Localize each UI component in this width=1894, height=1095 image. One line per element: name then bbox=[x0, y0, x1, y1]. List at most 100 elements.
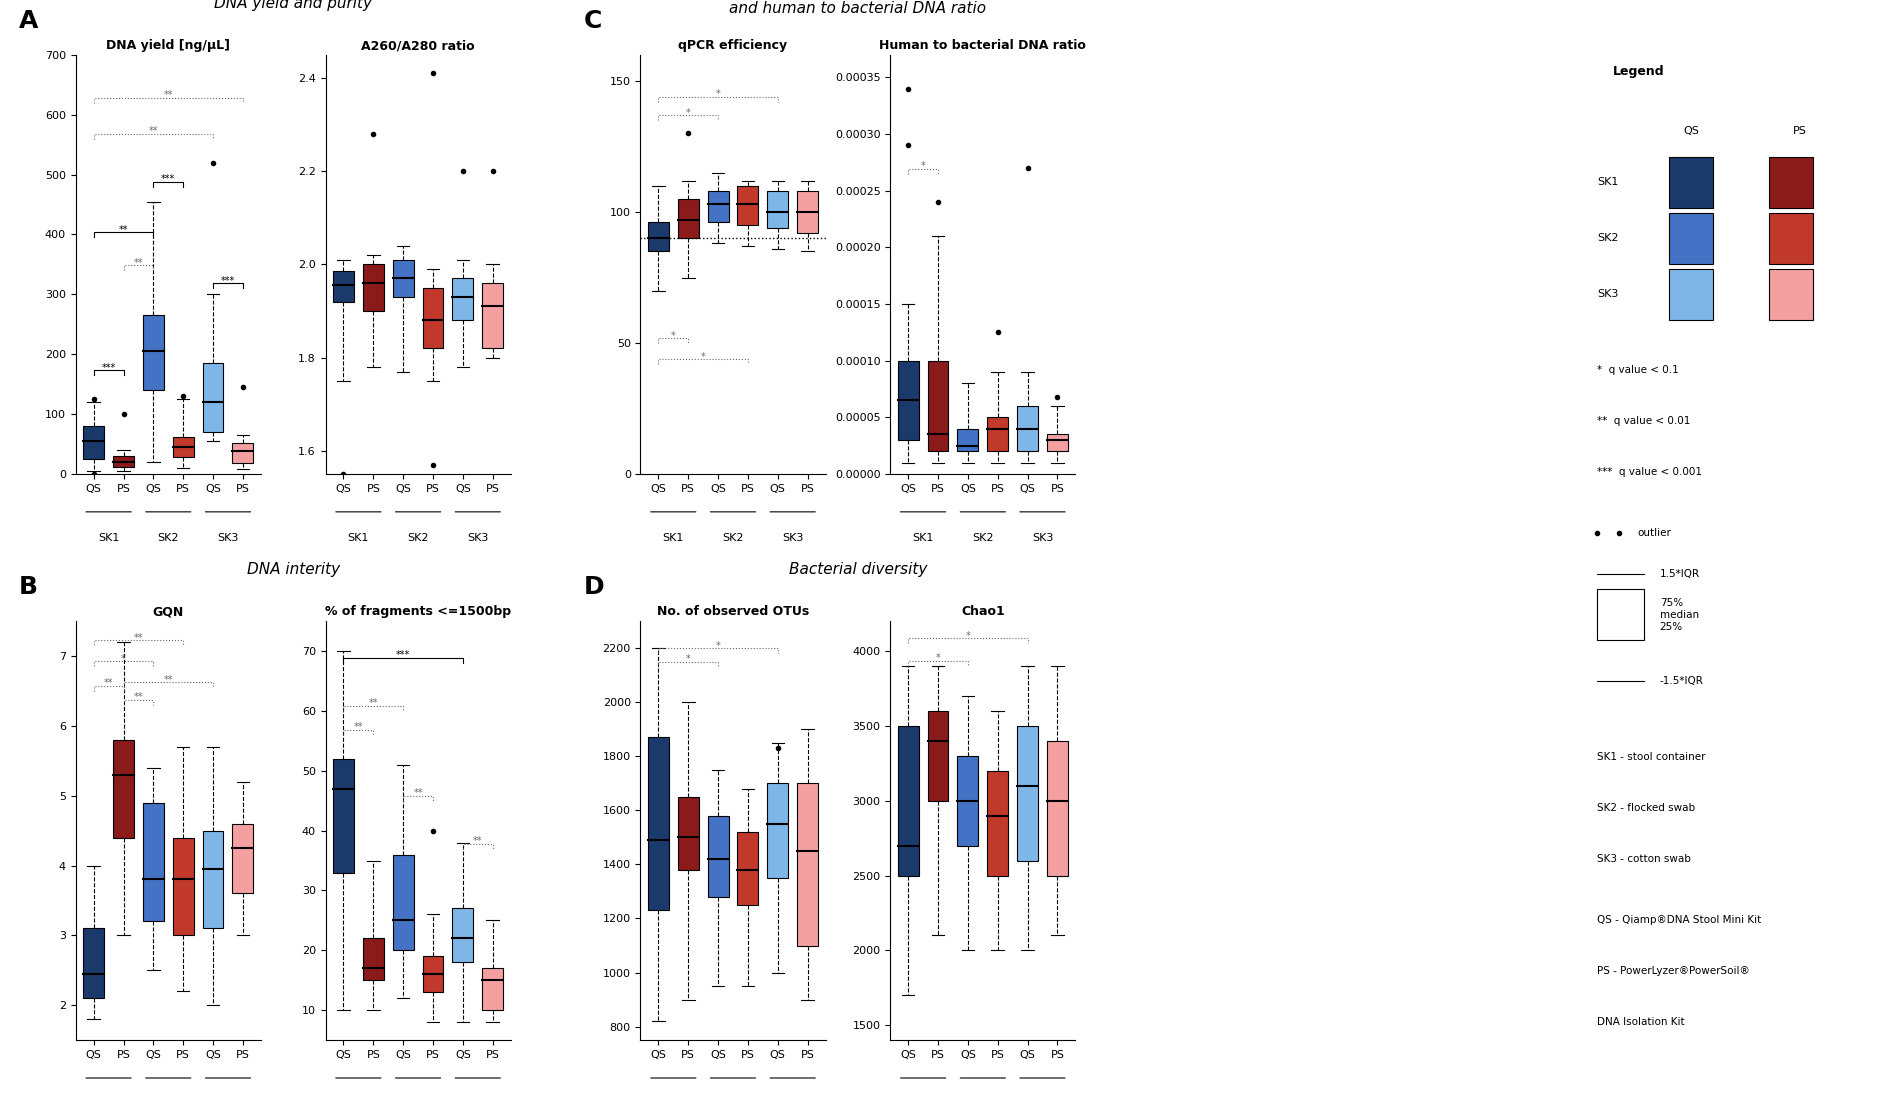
Bar bbox=[114, 457, 134, 466]
Text: D: D bbox=[583, 575, 604, 599]
Bar bbox=[708, 191, 729, 222]
Text: SK3: SK3 bbox=[1597, 289, 1619, 299]
Text: QS: QS bbox=[1684, 126, 1699, 136]
Bar bbox=[928, 360, 949, 451]
Text: *: * bbox=[716, 90, 720, 100]
Text: **: ** bbox=[134, 258, 144, 268]
Bar bbox=[364, 938, 384, 980]
Text: *: * bbox=[701, 351, 706, 361]
Text: *: * bbox=[716, 641, 720, 650]
Text: **: ** bbox=[134, 633, 144, 643]
Text: SK2: SK2 bbox=[1597, 233, 1619, 243]
Text: DNA interity: DNA interity bbox=[246, 562, 339, 577]
Text: **: ** bbox=[134, 692, 144, 702]
Text: **: ** bbox=[354, 723, 364, 733]
Bar bbox=[737, 832, 758, 904]
Text: ***: *** bbox=[102, 362, 116, 372]
Text: **  q value < 0.01: ** q value < 0.01 bbox=[1597, 416, 1691, 426]
Text: SK1: SK1 bbox=[98, 533, 119, 543]
Bar bbox=[898, 726, 919, 876]
Text: SK1: SK1 bbox=[1597, 177, 1619, 187]
Text: median: median bbox=[1659, 610, 1699, 620]
Title: No. of observed OTUs: No. of observed OTUs bbox=[657, 606, 809, 619]
Text: SK3: SK3 bbox=[218, 533, 239, 543]
Bar bbox=[142, 803, 163, 921]
Text: SK2: SK2 bbox=[972, 533, 994, 543]
Bar bbox=[987, 771, 1008, 876]
Text: **: ** bbox=[413, 788, 422, 798]
Bar bbox=[483, 968, 504, 1011]
Bar bbox=[737, 186, 758, 226]
Bar bbox=[1017, 726, 1038, 861]
Text: SK3: SK3 bbox=[468, 533, 489, 543]
Text: A: A bbox=[19, 9, 38, 33]
Text: B: B bbox=[19, 575, 38, 599]
Bar bbox=[767, 191, 788, 228]
Bar bbox=[483, 284, 504, 348]
Bar bbox=[453, 909, 474, 963]
Text: *: * bbox=[686, 655, 691, 665]
Text: *: * bbox=[966, 631, 970, 641]
Text: *: * bbox=[121, 654, 125, 664]
Text: 75%: 75% bbox=[1659, 598, 1682, 608]
Bar bbox=[648, 222, 669, 252]
Text: *  q value < 0.1: * q value < 0.1 bbox=[1597, 366, 1678, 376]
Text: SK3: SK3 bbox=[1032, 533, 1053, 543]
Text: PS - PowerLyzer®PowerSoil®: PS - PowerLyzer®PowerSoil® bbox=[1597, 966, 1750, 976]
Text: SK3 - cotton swab: SK3 - cotton swab bbox=[1597, 854, 1691, 864]
Bar bbox=[648, 737, 669, 910]
Text: **: ** bbox=[119, 224, 129, 235]
Title: qPCR efficiency: qPCR efficiency bbox=[678, 39, 788, 53]
Bar bbox=[1047, 435, 1068, 451]
Bar bbox=[422, 288, 443, 348]
Text: PS: PS bbox=[1794, 126, 1807, 136]
Bar bbox=[1047, 740, 1068, 876]
Text: *: * bbox=[920, 161, 926, 171]
Bar bbox=[203, 364, 223, 433]
Text: **: ** bbox=[148, 126, 157, 136]
Text: *: * bbox=[936, 654, 941, 664]
Text: SK2 - flocked swab: SK2 - flocked swab bbox=[1597, 804, 1695, 814]
Text: **: ** bbox=[369, 699, 379, 708]
Text: SK1: SK1 bbox=[913, 533, 934, 543]
Text: DNA Isolation Kit: DNA Isolation Kit bbox=[1597, 1017, 1686, 1027]
Text: ***  q value < 0.001: *** q value < 0.001 bbox=[1597, 468, 1703, 477]
Bar bbox=[1669, 157, 1712, 208]
Bar bbox=[172, 437, 193, 458]
Text: ***: *** bbox=[222, 276, 235, 286]
Text: Presence of PCR inhibitors
and human to bacterial DNA ratio: Presence of PCR inhibitors and human to … bbox=[729, 0, 987, 16]
Text: -1.5*IQR: -1.5*IQR bbox=[1659, 676, 1703, 687]
Bar bbox=[1669, 212, 1712, 264]
Bar bbox=[767, 783, 788, 878]
Text: ***: *** bbox=[161, 174, 176, 184]
Bar bbox=[83, 929, 104, 999]
Title: Chao1: Chao1 bbox=[960, 606, 1004, 619]
Bar bbox=[203, 831, 223, 929]
Text: *: * bbox=[686, 107, 691, 118]
Bar bbox=[233, 443, 254, 463]
Bar bbox=[898, 360, 919, 440]
Bar bbox=[422, 956, 443, 992]
Text: 25%: 25% bbox=[1659, 622, 1682, 632]
Text: SK1: SK1 bbox=[663, 533, 684, 543]
Text: *: * bbox=[670, 331, 676, 341]
Bar bbox=[928, 711, 949, 800]
Text: 1.5*IQR: 1.5*IQR bbox=[1659, 569, 1699, 579]
Text: Bacterial diversity: Bacterial diversity bbox=[788, 562, 926, 577]
Bar bbox=[1597, 589, 1644, 641]
Text: outlier: outlier bbox=[1638, 529, 1672, 539]
Bar bbox=[172, 838, 193, 935]
Text: **: ** bbox=[474, 835, 483, 846]
Text: **: ** bbox=[163, 90, 172, 100]
Text: **: ** bbox=[104, 678, 114, 689]
Bar bbox=[364, 264, 384, 311]
Bar bbox=[797, 783, 818, 946]
Bar bbox=[1669, 268, 1712, 320]
Text: SK2: SK2 bbox=[157, 533, 180, 543]
Title: Human to bacterial DNA ratio: Human to bacterial DNA ratio bbox=[879, 39, 1087, 53]
Title: DNA yield [ng/µL]: DNA yield [ng/µL] bbox=[106, 39, 231, 53]
Bar bbox=[333, 272, 354, 302]
Text: C: C bbox=[583, 9, 602, 33]
Text: DNA yield and purity: DNA yield and purity bbox=[214, 0, 373, 11]
Bar bbox=[83, 426, 104, 459]
